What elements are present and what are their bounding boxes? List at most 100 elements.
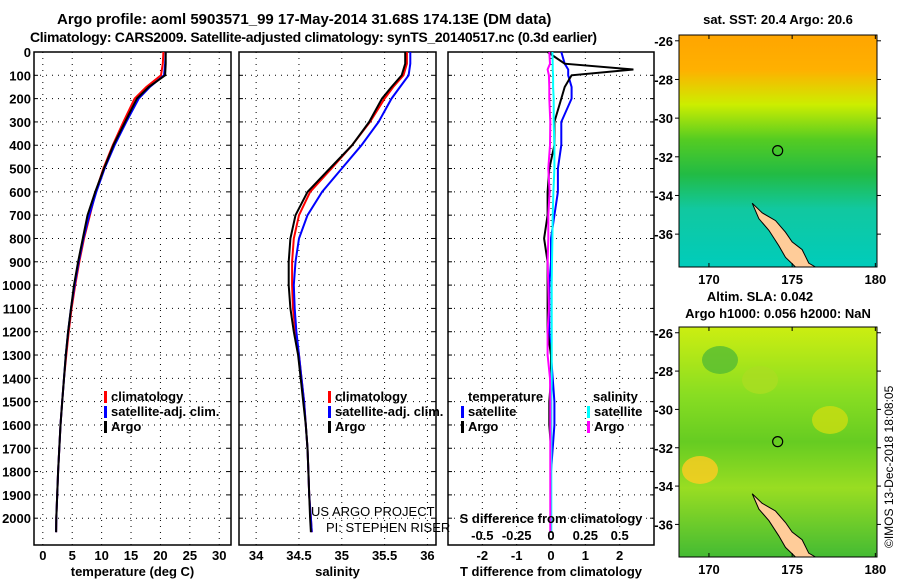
salinity-legend-item: Argo xyxy=(328,419,365,434)
legend-swatch xyxy=(104,406,107,418)
x-axis-label: T difference from climatology xyxy=(460,564,643,579)
salinity-legend-item: satellite-adj. clim. xyxy=(328,404,443,419)
lon-tick-label: 180 xyxy=(864,562,886,577)
x-tick-label: -1 xyxy=(511,548,523,563)
y-tick-label: 1700 xyxy=(2,441,31,456)
sla-map: 170 175 180 -26 -28 -30 -32 -34 -36 xyxy=(654,326,886,577)
lat-tick-label: -28 xyxy=(654,364,673,379)
legend-swatch xyxy=(587,406,590,418)
legend-swatch xyxy=(461,421,464,433)
imos-watermark: ©IMOS 13-Dec-2018 18:08:05 xyxy=(882,385,896,548)
y-tick-label: 2000 xyxy=(2,511,31,526)
x-tick-label: 5 xyxy=(69,548,76,563)
plot-frame xyxy=(238,51,437,546)
lat-tick-label: -34 xyxy=(654,479,674,494)
sla-map-subtitle: Argo h1000: 0.056 h2000: NaN xyxy=(685,306,871,321)
credit-pi: PI: STEPHEN RISER xyxy=(326,520,450,535)
x-tick-label: 20 xyxy=(153,548,167,563)
x-tick-label: 30 xyxy=(212,548,226,563)
legend-swatch xyxy=(587,421,590,433)
salinity-profile-panel: 34 34.5 35 35.5 36 salinity xyxy=(238,51,437,579)
legend-label: satellite-adj. clim. xyxy=(111,404,219,419)
legend-label: Argo xyxy=(111,419,141,434)
y-tick-label: 100 xyxy=(9,68,31,83)
x2-tick-label: 0.5 xyxy=(611,528,629,543)
y-tick-label: 1900 xyxy=(2,488,31,503)
temperature-profile-panel: 0 5 10 15 20 25 300100200300400500600700800900… xyxy=(2,45,232,579)
float-position-marker xyxy=(772,145,784,157)
series-line-salinity-satellite xyxy=(550,51,556,533)
y-tick-label: 700 xyxy=(9,208,31,223)
x-tick-label: 25 xyxy=(183,548,197,563)
legend-label: satellite-adj. clim. xyxy=(335,404,443,419)
difference-profile-panel: -2 -1 0 1 2T difference from climatology S di… xyxy=(447,51,655,579)
x-tick-label: 0 xyxy=(39,548,46,563)
land-coastline xyxy=(751,493,818,558)
temp-legend-item: satellite-adj. clim. xyxy=(104,404,219,419)
legend-swatch xyxy=(104,421,107,433)
y-tick-label: 1000 xyxy=(2,278,31,293)
map-frame xyxy=(678,326,878,558)
y-tick-label: 1300 xyxy=(2,348,31,363)
temp-legend-item: Argo xyxy=(104,419,141,434)
lat-tick-label: -30 xyxy=(654,111,673,126)
x-tick-label: 36 xyxy=(420,548,434,563)
series-line-argo xyxy=(287,52,407,533)
legend-swatch xyxy=(328,406,331,418)
lat-tick-label: -36 xyxy=(654,227,673,242)
lat-tick-label: -26 xyxy=(654,326,673,341)
legend-swatch xyxy=(461,406,464,418)
legend-label: Argo xyxy=(335,419,365,434)
x2-tick-label: 0 xyxy=(547,528,554,543)
sla-blob xyxy=(742,366,778,394)
y-tick-label: 1100 xyxy=(3,301,31,316)
sla-blob xyxy=(702,346,738,374)
lon-tick-label: 180 xyxy=(864,272,886,287)
sst-map-title: sat. SST: 20.4 Argo: 20.6 xyxy=(703,12,853,27)
temp-legend-item: climatology xyxy=(104,389,184,404)
y-tick-label: 200 xyxy=(9,92,31,107)
lat-tick-label: -36 xyxy=(654,517,673,532)
x-tick-label: 15 xyxy=(124,548,138,563)
y-tick-label: 400 xyxy=(9,138,31,153)
y-tick-label: 300 xyxy=(9,115,31,130)
figure-subtitle: Climatology: CARS2009. Satellite-adjuste… xyxy=(30,29,597,45)
lat-tick-label: -30 xyxy=(654,402,673,417)
sla-blob xyxy=(682,456,718,484)
lat-tick-label: -32 xyxy=(654,150,673,165)
lat-tick-label: -34 xyxy=(654,188,674,203)
x2-tick-label: -0.5 xyxy=(471,528,493,543)
diff-legend-item: Argo xyxy=(587,419,624,434)
x2-axis-label: S difference from climatology xyxy=(460,511,644,526)
float-position-marker xyxy=(772,436,784,448)
series-line-climatology xyxy=(291,52,408,533)
map-frame xyxy=(678,34,878,268)
diff-legend-sal-title: salinity xyxy=(593,389,639,404)
y-tick-label: 500 xyxy=(9,162,31,177)
x-tick-label: 35.5 xyxy=(372,548,397,563)
lat-tick-label: -26 xyxy=(654,34,673,49)
x-tick-label: 35 xyxy=(335,548,349,563)
x-tick-label: 34 xyxy=(249,548,264,563)
lon-tick-label: 170 xyxy=(698,272,720,287)
series-line-argo xyxy=(55,52,167,533)
diff-legend-item: Argo xyxy=(461,419,498,434)
y-tick-label: 1800 xyxy=(2,465,31,480)
x-tick-label: 10 xyxy=(94,548,108,563)
series-line-salinity-argo xyxy=(546,51,552,533)
series-line-satellite-adj-clim- xyxy=(292,52,412,533)
y-tick-label: 1400 xyxy=(2,371,31,386)
plot-frame xyxy=(447,51,655,546)
legend-label: satellite xyxy=(594,404,642,419)
y-tick-label: 1500 xyxy=(2,395,31,410)
y-tick-label: 1600 xyxy=(2,418,31,433)
sla-map-title: Altim. SLA: 0.042 xyxy=(707,289,813,304)
legend-label: climatology xyxy=(111,389,184,404)
legend-label: climatology xyxy=(335,389,408,404)
x-axis-label: salinity xyxy=(315,564,361,579)
x2-tick-label: -0.25 xyxy=(502,528,532,543)
x-axis-label: temperature (deg C) xyxy=(71,564,195,579)
y-tick-label: 900 xyxy=(9,255,31,270)
diff-legend-temp-title: temperature xyxy=(468,389,543,404)
